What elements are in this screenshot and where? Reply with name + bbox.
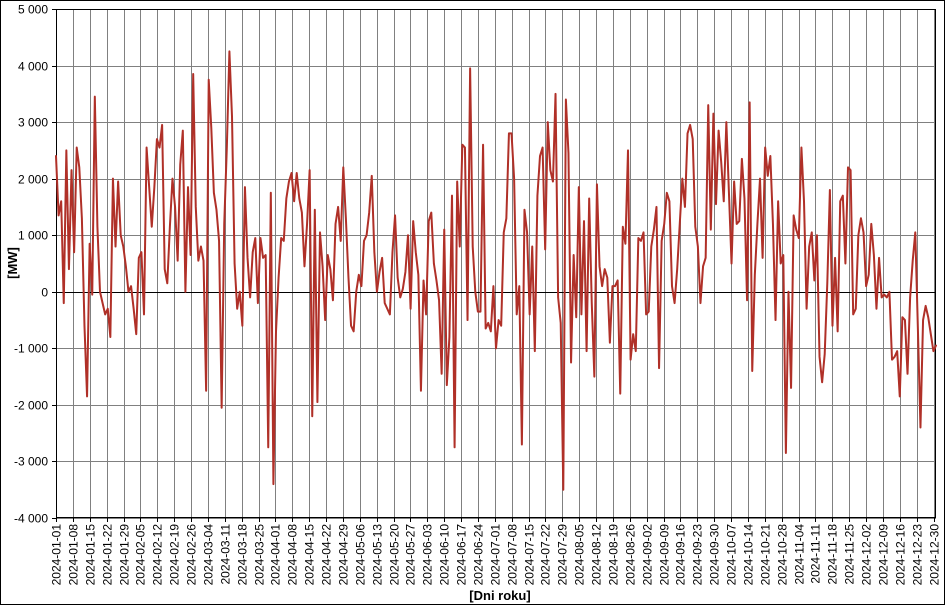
x-tick-label: 2024-09-23 bbox=[691, 524, 705, 586]
x-tick-label: 2024-07-15 bbox=[523, 524, 537, 586]
x-tick-label: 2024-10-14 bbox=[742, 524, 756, 586]
x-tick-label: 2024-04-08 bbox=[286, 524, 300, 586]
x-tick-label: 2024-05-13 bbox=[371, 524, 385, 586]
y-tick-label: 2 000 bbox=[18, 173, 48, 187]
x-tick-label: 2024-01-08 bbox=[67, 524, 81, 586]
x-tick-label: 2024-04-01 bbox=[269, 524, 283, 586]
x-tick-label: 2024-11-11 bbox=[809, 524, 823, 584]
x-tick-label: 2024-11-18 bbox=[826, 524, 840, 585]
x-tick-label: 2024-11-04 bbox=[793, 524, 807, 585]
x-tick-label: 2024-12-30 bbox=[928, 524, 942, 586]
series-line-0 bbox=[55, 50, 937, 491]
y-tick-label: -3 000 bbox=[14, 455, 48, 469]
x-tick-label: 2024-02-19 bbox=[168, 524, 182, 586]
x-tick-label: 2024-01-29 bbox=[118, 524, 132, 586]
grid-layer bbox=[56, 9, 936, 519]
x-axis-title: [Dni roku] bbox=[469, 588, 530, 603]
axis-layer bbox=[52, 9, 936, 522]
x-tick-label: 2024-12-23 bbox=[911, 524, 925, 586]
y-tick-label: -1 000 bbox=[14, 342, 48, 356]
x-tick-label: 2024-07-08 bbox=[506, 524, 520, 586]
y-tick-label: 1 000 bbox=[18, 229, 48, 243]
x-tick-label: 2024-10-28 bbox=[776, 524, 790, 586]
x-tick-label: 2024-02-05 bbox=[134, 524, 148, 586]
x-tick-label: 2024-12-16 bbox=[894, 524, 908, 586]
x-tick-label: 2024-03-04 bbox=[202, 524, 216, 586]
x-tick-label: 2024-08-12 bbox=[590, 524, 604, 586]
y-axis-title: [MW] bbox=[5, 247, 20, 279]
x-tick-label: 2024-03-18 bbox=[236, 524, 250, 586]
y-tick-label: -2 000 bbox=[14, 399, 48, 413]
x-tick-label: 2024-04-22 bbox=[320, 524, 334, 586]
x-tick-label: 2024-08-26 bbox=[624, 524, 638, 586]
x-tick-label: 2024-12-09 bbox=[877, 524, 891, 586]
x-tick-label: 2024-11-25 bbox=[843, 524, 857, 585]
x-tick-label: 2024-06-10 bbox=[438, 524, 452, 586]
x-tick-label: 2024-01-22 bbox=[101, 524, 115, 586]
x-tick-label: 2024-05-27 bbox=[404, 524, 418, 586]
series-layer bbox=[55, 50, 937, 491]
x-tick-label: 2024-03-11 bbox=[219, 524, 233, 585]
x-tick-label: 2024-09-30 bbox=[708, 524, 722, 586]
label-layer: 2024-01-01 2024-01-08 2024-01-15 2024-01-22… bbox=[14, 3, 942, 586]
y-tick-label: 5 000 bbox=[18, 3, 48, 17]
x-tick-label: 2024-08-05 bbox=[573, 524, 587, 586]
x-tick-label: 2024-07-01 bbox=[489, 524, 503, 586]
x-tick-label: 2024-08-19 bbox=[607, 524, 621, 586]
x-tick-label: 2024-01-15 bbox=[84, 524, 98, 586]
x-tick-label: 2024-12-02 bbox=[860, 524, 874, 586]
y-tick-label: 0 bbox=[41, 286, 48, 300]
x-tick-label: 2024-01-01 bbox=[50, 524, 64, 586]
x-tick-label: 2024-07-22 bbox=[539, 524, 553, 586]
x-tick-label: 2024-10-21 bbox=[759, 524, 773, 586]
x-tick-label: 2024-03-25 bbox=[253, 524, 267, 586]
x-tick-label: 2024-04-15 bbox=[303, 524, 317, 586]
x-tick-label: 2024-02-12 bbox=[151, 524, 165, 586]
x-tick-label: 2024-06-24 bbox=[472, 524, 486, 586]
x-tick-label: 2024-05-20 bbox=[388, 524, 402, 586]
x-tick-label: 2024-09-09 bbox=[658, 524, 672, 586]
x-tick-label: 2024-02-26 bbox=[185, 524, 199, 586]
y-tick-label: 4 000 bbox=[18, 60, 48, 74]
y-tick-label: 3 000 bbox=[18, 116, 48, 130]
y-tick-label: -4 000 bbox=[14, 512, 48, 526]
x-tick-label: 2024-06-03 bbox=[421, 524, 435, 586]
x-tick-label: 2024-09-02 bbox=[641, 524, 655, 586]
x-tick-label: 2024-05-06 bbox=[354, 524, 368, 586]
x-tick-label: 2024-09-16 bbox=[674, 524, 688, 586]
x-tick-label: 2024-04-29 bbox=[337, 524, 351, 586]
plot-border bbox=[56, 9, 936, 518]
x-tick-label: 2024-07-29 bbox=[556, 524, 570, 586]
x-tick-label: 2024-10-07 bbox=[725, 524, 739, 586]
x-tick-label: 2024-06-17 bbox=[455, 524, 469, 586]
